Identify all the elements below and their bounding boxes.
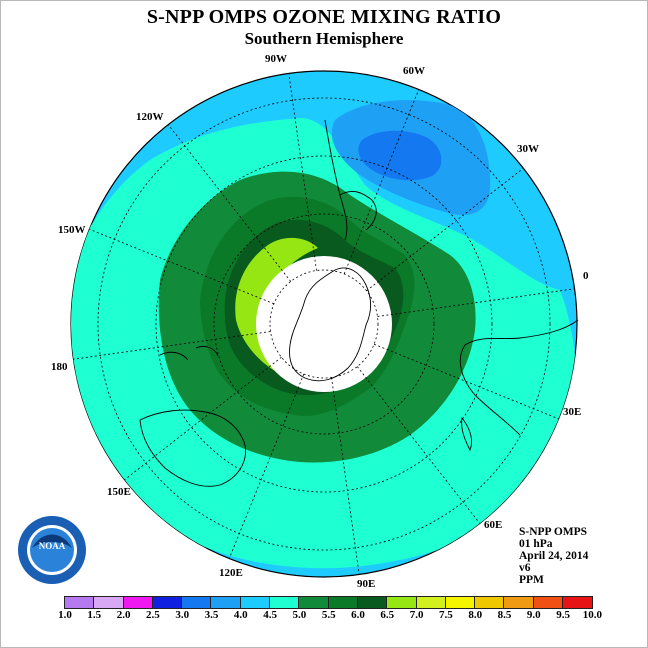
colorbar-tick-label: 8.5 bbox=[497, 609, 512, 621]
colorbar-segment bbox=[563, 597, 593, 608]
meridian-line bbox=[343, 89, 420, 275]
coastline-new-zealand bbox=[159, 345, 219, 361]
noaa-logo-bird bbox=[32, 534, 72, 548]
lon-label-90w: 90W bbox=[265, 53, 287, 65]
colorbar-segment bbox=[211, 597, 241, 608]
colorbar-tick-label: 8.0 bbox=[468, 609, 483, 621]
colorbar-tick-label: 3.5 bbox=[204, 609, 219, 621]
coastline-madagascar bbox=[461, 416, 473, 452]
noaa-logo-text: NOAA bbox=[39, 541, 66, 551]
colorbar-segment bbox=[328, 597, 358, 608]
contour-band-6-5 bbox=[235, 237, 318, 375]
lon-label-90e: 90E bbox=[357, 578, 375, 590]
meridian-line bbox=[167, 124, 292, 282]
meridian-line bbox=[124, 356, 282, 481]
colorbar-tick-label: 5.5 bbox=[321, 609, 336, 621]
colorbar bbox=[64, 596, 594, 609]
info-version: v6 bbox=[519, 562, 531, 574]
chart-subtitle: Southern Hemisphere bbox=[244, 29, 404, 48]
colorbar-ticks: 1.0 1.5 2.0 2.5 3.0 3.5 4.0 4.5 5.0 5.5 6.0 6.5 7.0 7… bbox=[0, 609, 648, 623]
lon-label-60e: 60E bbox=[484, 519, 502, 531]
latitude-ring bbox=[155, 155, 493, 493]
lon-label-150w: 150W bbox=[58, 224, 86, 236]
meridian-line bbox=[373, 343, 559, 420]
colorbar-tick-label: 1.5 bbox=[87, 609, 102, 621]
info-unit: PPM bbox=[519, 574, 544, 586]
colorbar-segment bbox=[182, 597, 212, 608]
colorbar-tick-label: 4.5 bbox=[263, 609, 277, 621]
meridian-line bbox=[89, 228, 275, 305]
lon-label-60w: 60W bbox=[403, 65, 425, 77]
lon-label-30w: 30W bbox=[517, 143, 539, 155]
colorbar-tick-label: 6.5 bbox=[380, 609, 395, 621]
colorbar-segment bbox=[533, 597, 564, 608]
coastline-australia bbox=[139, 409, 246, 487]
info-block: S-NPP OMPS 01 hPa April 24, 2014 v6 PPM bbox=[519, 526, 588, 586]
colorbar-tick-label: 7.0 bbox=[409, 609, 424, 621]
colorbar-tick-label: 9.5 bbox=[556, 609, 570, 621]
latitude-ring bbox=[213, 213, 435, 435]
colorbar-segment bbox=[123, 597, 153, 608]
colorbar-segment bbox=[270, 597, 300, 608]
latitude-ring bbox=[97, 97, 551, 551]
colorbar-tick-label: 1.0 bbox=[58, 609, 72, 621]
colorbar-segment bbox=[94, 597, 124, 608]
meridians bbox=[73, 73, 575, 575]
meridian-line bbox=[377, 288, 575, 317]
latitude-rings bbox=[97, 97, 551, 551]
lon-label-180: 180 bbox=[51, 361, 68, 373]
colorbar-segment bbox=[387, 597, 417, 608]
colorbar-segment bbox=[445, 597, 476, 608]
meridian-line bbox=[288, 73, 317, 271]
lon-label-150e: 150E bbox=[107, 486, 131, 498]
colorbar-segment bbox=[475, 597, 505, 608]
colorbar-tick-label: 4.0 bbox=[233, 609, 248, 621]
coastline-south-america bbox=[324, 119, 377, 241]
info-date: April 24, 2014 bbox=[519, 550, 589, 562]
meridian-line bbox=[366, 167, 524, 292]
info-instrument: S-NPP OMPS bbox=[519, 526, 588, 538]
coastline-africa bbox=[459, 319, 579, 436]
colorbar-tick-label: 10.0 bbox=[582, 609, 603, 621]
colorbar-segment bbox=[240, 597, 271, 608]
meridian-line bbox=[228, 373, 305, 559]
colorbar-segment bbox=[65, 597, 95, 608]
lon-label-120w: 120W bbox=[136, 111, 164, 123]
chart-title: S-NPP OMPS OZONE MIXING RATIO bbox=[146, 6, 502, 28]
latitude-ring bbox=[269, 269, 379, 379]
info-pressure-level: 01 hPa bbox=[519, 538, 553, 550]
colorbar-segment bbox=[299, 597, 329, 608]
colorbar-tick-label: 9.0 bbox=[526, 609, 541, 621]
colorbar-tick-label: 6.0 bbox=[351, 609, 365, 621]
colorbar-tick-label: 3.0 bbox=[175, 609, 190, 621]
colorbar-tick-label: 5.0 bbox=[292, 609, 307, 621]
lon-label-120e: 120E bbox=[219, 567, 243, 579]
colorbar-tick-label: 2.0 bbox=[116, 609, 131, 621]
colorbar-segment bbox=[504, 597, 534, 608]
coastline-antarctica bbox=[289, 267, 371, 382]
lon-label-30e: 30E bbox=[563, 406, 581, 418]
meridian-line bbox=[356, 366, 481, 524]
meridian-line bbox=[73, 331, 271, 360]
lon-label-0: 0 bbox=[583, 270, 589, 282]
noaa-logo: NOAA bbox=[18, 516, 86, 584]
colorbar-tick-label: 7.5 bbox=[439, 609, 453, 621]
colorbar-tick-label: 2.5 bbox=[146, 609, 160, 621]
meridian-line bbox=[331, 377, 360, 575]
no-data-cap bbox=[256, 256, 392, 392]
longitude-labels: 90W 60W 30W 0 30E 60E 90E 120E 150E 180 … bbox=[51, 53, 589, 590]
coastlines bbox=[139, 119, 579, 487]
colorbar-segment bbox=[357, 597, 388, 608]
colorbar-segment bbox=[416, 597, 446, 608]
colorbar-segment bbox=[152, 597, 183, 608]
contour-band-3-0 bbox=[358, 130, 442, 181]
